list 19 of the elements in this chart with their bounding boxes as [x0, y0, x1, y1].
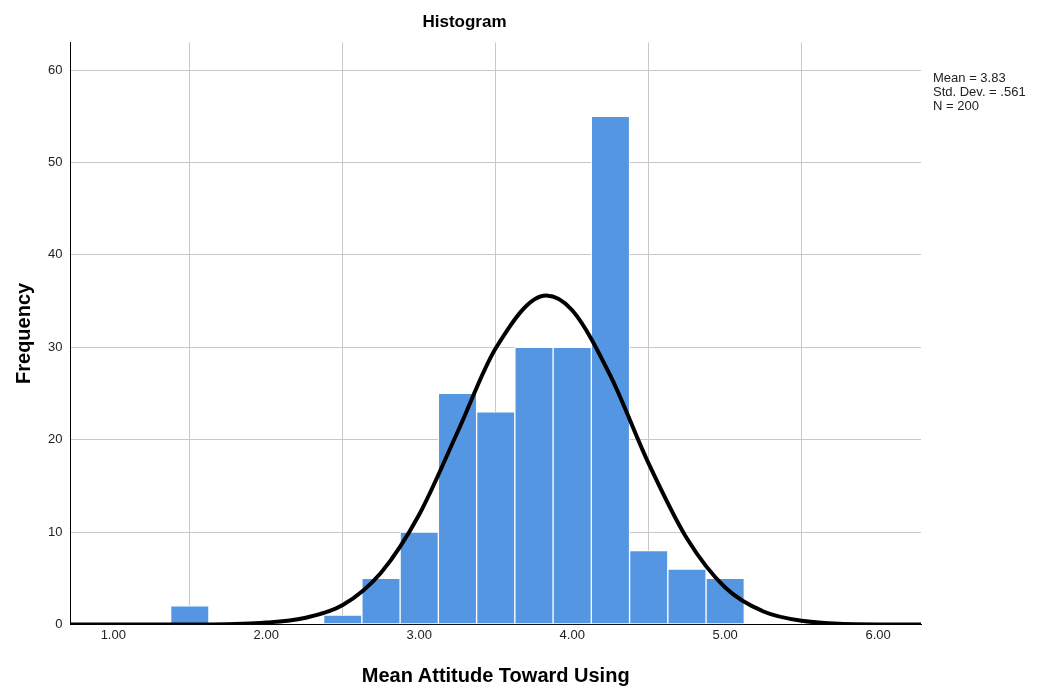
y-tick-label: 10 [47, 523, 63, 539]
x-tick-label: 1.00 [100, 626, 126, 642]
chart-title: Histogram [422, 11, 507, 31]
y-tick-label: 0 [55, 615, 63, 631]
y-tick-label: 30 [47, 338, 63, 354]
x-tick-label: 3.00 [406, 626, 432, 642]
x-axis-title: Mean Attitude Toward Using [361, 663, 630, 686]
x-tick-label: 5.00 [712, 626, 738, 642]
y-tick-label: 50 [47, 154, 63, 170]
text: Std. Dev. = .561 [933, 84, 1026, 100]
x-tick-label: 6.00 [865, 626, 891, 642]
x-tick-label: 4.00 [559, 626, 585, 642]
text: Mean = 3.83 [933, 70, 1006, 86]
y-tick-label: 20 [47, 431, 63, 447]
x-tick-label: 2.00 [253, 626, 279, 642]
y-tick-label: 40 [47, 246, 63, 262]
text: N = 200 [933, 98, 979, 114]
y-axis-title: Frequency [11, 281, 34, 384]
y-tick-label: 60 [47, 61, 63, 77]
